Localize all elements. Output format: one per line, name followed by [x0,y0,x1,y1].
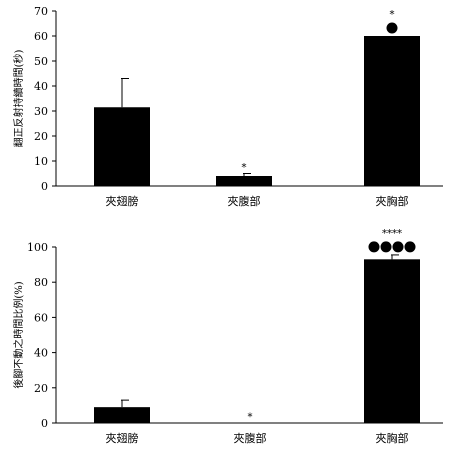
y-tick-label: 50 [34,55,48,68]
x-tick-label: 夾胸部 [376,431,409,445]
bar [94,107,150,186]
chart-2-hindleg-immobility: 0 20 40 60 80 100 後腳不動之時間比例(%) 夾翅膀 * 夾腹部 **** 夾胸部 [12,228,443,445]
x-tick-label: 夾翅膀 [106,194,139,208]
chart-1-righting-reflex: 0 10 20 30 40 50 60 70 翻正反射持續時間(秒) 夾翅膀 * 夾腹部 * 夾胸部 [12,5,443,208]
x-tick-label: 夾腹部 [234,431,267,445]
y-tick-label: 70 [34,5,48,18]
y-tick-label: 80 [34,276,48,289]
x-tick-label: 夾翅膀 [106,431,139,445]
y-tick-label: 20 [34,130,48,143]
y-axis-label: 後腳不動之時間比例(%) [12,281,25,388]
x-tick-label: 夾胸部 [376,194,409,208]
y-tick-label: 100 [27,241,48,254]
y-tick-label: 40 [34,347,48,360]
y-tick-label: 30 [34,105,48,118]
y-tick-label: 10 [34,155,48,168]
y-tick-label: 0 [41,180,48,193]
significance-dot [386,22,398,34]
bar [364,36,420,186]
y-tick-label: 0 [41,417,48,430]
bar [94,407,150,423]
y-tick-label: 20 [34,382,48,395]
significance-label: * [242,163,247,174]
significance-label: * [390,10,395,21]
y-axis-label: 翻正反射持續時間(秒) [12,50,25,148]
significance-label: **** [382,228,402,239]
y-tick-label: 40 [34,80,48,93]
y-tick-label: 60 [34,311,48,324]
x-tick-label: 夾腹部 [228,194,261,208]
y-tick-label: 60 [34,30,48,43]
significance-dot [368,241,380,253]
significance-label: * [248,412,253,423]
significance-dot [380,241,392,253]
significance-dot [404,241,416,253]
bar [364,259,420,423]
bar [216,176,272,186]
significance-dot [392,241,404,253]
